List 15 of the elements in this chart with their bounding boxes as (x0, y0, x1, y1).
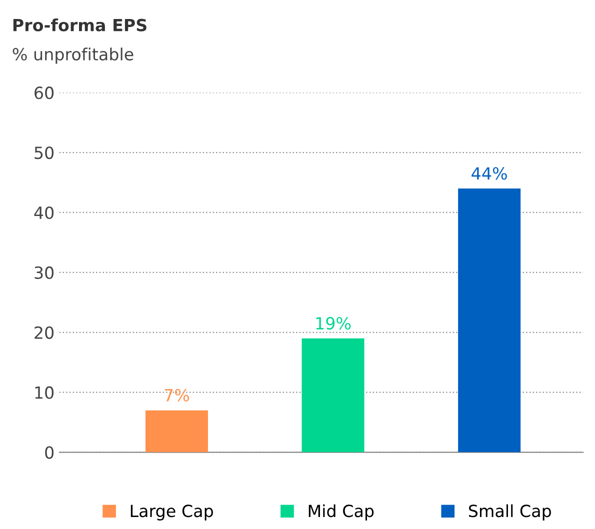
data-label: 19% (316, 316, 351, 330)
y-tick-label: 10 (35, 386, 54, 399)
legend-label: Large Cap (130, 504, 213, 520)
y-tick-label: 50 (34, 146, 54, 160)
y-tick-label: 0 (45, 446, 54, 459)
y-tick-label: 30 (34, 266, 54, 280)
legend-label: Small Cap (468, 504, 551, 520)
y-tick-label: 60 (34, 86, 54, 100)
y-axis-title: % unprofitable (12, 48, 134, 64)
chart-title: Pro-forma EPS (13, 18, 146, 32)
data-label: 7% (164, 388, 190, 402)
y-tick-label: 20 (34, 326, 54, 339)
data-label: 44% (472, 167, 507, 180)
legend-label: Mid Cap (308, 504, 374, 520)
y-tick-label: 40 (34, 206, 54, 220)
